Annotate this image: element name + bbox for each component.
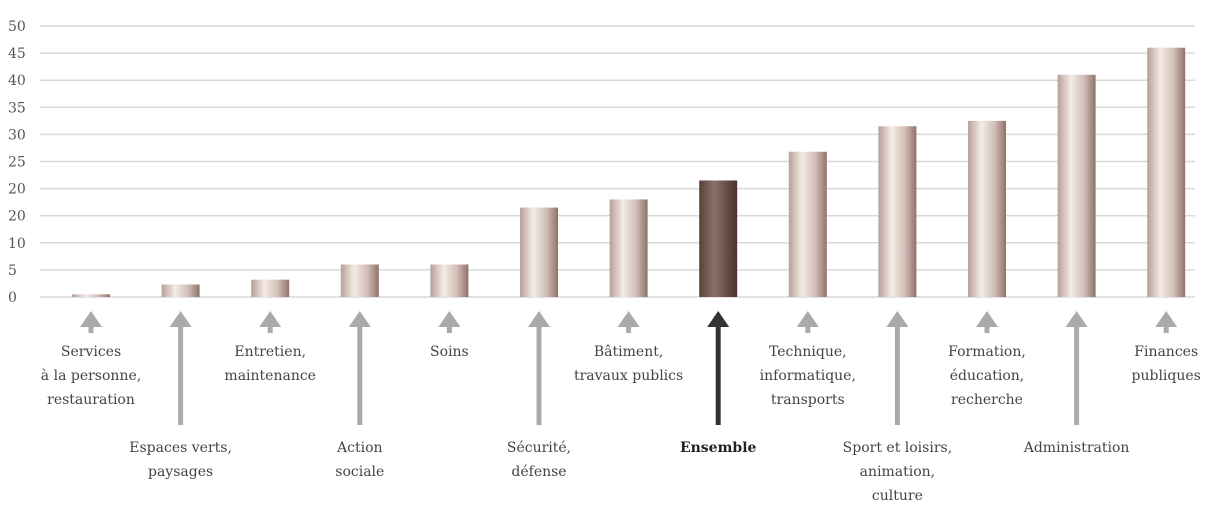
category-label: Technique, informatique, transports xyxy=(760,344,856,408)
arrow-head xyxy=(707,311,730,327)
category-label: Soins xyxy=(430,344,469,360)
y-tick-label: 5 xyxy=(8,263,17,279)
arrow-head xyxy=(259,311,282,327)
y-tick-label: 0 xyxy=(8,290,17,306)
bar xyxy=(430,264,469,297)
y-tick-label: 50 xyxy=(8,19,26,35)
category-label: Espaces verts, paysages xyxy=(129,440,232,480)
y-tick-label: 20 xyxy=(8,182,26,198)
arrow-head xyxy=(348,311,371,327)
bar xyxy=(788,151,827,297)
bar xyxy=(1057,74,1096,297)
arrow-head xyxy=(617,311,640,327)
arrow-head xyxy=(169,311,192,327)
category-label: Ensemble xyxy=(680,440,757,456)
y-tick-label: 20 xyxy=(8,209,26,225)
bar xyxy=(161,284,200,297)
bar xyxy=(968,120,1006,297)
category-label: Sport et loisirs, animation, culture xyxy=(843,440,952,504)
y-axis: 0 5 10 20 20 25 30 35 40 45 50 xyxy=(8,19,26,306)
y-tick-label: 35 xyxy=(8,100,26,116)
category-label: Entretien, maintenance xyxy=(224,344,316,384)
gridlines xyxy=(40,25,1195,298)
y-tick-label: 25 xyxy=(8,155,26,171)
bar xyxy=(878,126,917,298)
arrow-head xyxy=(438,311,461,327)
arrow-head xyxy=(1155,311,1178,327)
bar xyxy=(72,294,110,297)
category-label: Administration xyxy=(1023,440,1130,456)
arrow-head xyxy=(80,311,102,327)
bars xyxy=(72,47,1186,298)
category-label: Services à la personne, restauration xyxy=(41,344,141,408)
arrow-head xyxy=(1065,311,1088,327)
bar xyxy=(1147,47,1186,298)
bar xyxy=(520,207,558,297)
category-label: Bâtiment, travaux publics xyxy=(574,344,683,384)
bar xyxy=(699,180,738,297)
arrow-head xyxy=(886,311,909,327)
y-tick-label: 30 xyxy=(8,127,26,143)
y-tick-label: 10 xyxy=(8,236,26,252)
bar xyxy=(609,199,648,297)
arrow-head xyxy=(796,311,819,327)
y-tick-label: 40 xyxy=(8,73,26,89)
arrows xyxy=(80,311,1178,425)
category-label: Formation, éducation, recherche xyxy=(948,344,1026,408)
bar xyxy=(251,279,290,297)
y-tick-label: 45 xyxy=(8,46,26,62)
bar xyxy=(340,264,379,297)
category-label: Action sociale xyxy=(335,440,384,480)
category-label: Sécurité, défense xyxy=(507,440,571,480)
category-labels: Services à la personne, restauration Espace… xyxy=(41,344,1201,504)
arrow-head xyxy=(976,311,998,327)
category-label: Finances publiques xyxy=(1132,344,1201,384)
arrow-head xyxy=(528,311,550,327)
